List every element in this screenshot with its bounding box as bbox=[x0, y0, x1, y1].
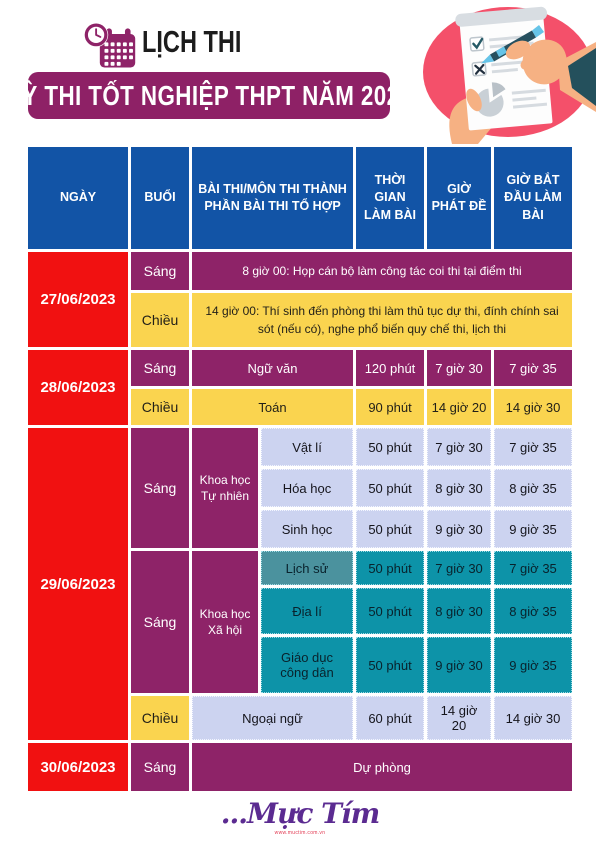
row-28-06-afternoon: Chiều Toán 90 phút 14 giờ 20 14 giờ 30 bbox=[28, 389, 572, 425]
note-cell-reserve: Dự phòng bbox=[192, 743, 572, 791]
date-cell-29-06: 29/06/2023 bbox=[28, 428, 128, 740]
exam-checklist-pen-illustration bbox=[423, 6, 596, 144]
start-time-cell: 7 giờ 35 bbox=[494, 428, 572, 466]
duration-cell: 50 phút bbox=[356, 469, 424, 507]
row-29-06-physics: 29/06/2023 Sáng Khoa học Tự nhiên Vật lí… bbox=[28, 428, 572, 740]
duration-cell: 50 phút bbox=[356, 551, 424, 585]
handout-time-cell: 9 giờ 30 bbox=[427, 637, 491, 693]
subject-cell-physics: Vật lí bbox=[261, 428, 353, 466]
note-cell-procedures: 14 giờ 00: Thí sinh đến phòng thi làm th… bbox=[192, 293, 572, 347]
date-cell-30-06: 30/06/2023 bbox=[28, 743, 128, 791]
subject-cell-civics: Giáo dục công dân bbox=[261, 637, 353, 693]
muctim-logo: ...Mực Tím bbox=[220, 797, 381, 830]
subject-cell-chemistry: Hóa học bbox=[261, 469, 353, 507]
header-cell-session: BUỔI bbox=[131, 147, 189, 249]
start-time-cell: 14 giờ 30 bbox=[494, 696, 572, 740]
duration-cell: 50 phút bbox=[356, 588, 424, 634]
duration-cell: 90 phút bbox=[356, 389, 424, 425]
start-time-cell: 8 giờ 35 bbox=[494, 469, 572, 507]
exam-group-cell-natural-sciences: Khoa học Tự nhiên bbox=[192, 428, 258, 548]
start-time-cell: 14 giờ 30 bbox=[494, 389, 572, 425]
handout-time-cell: 7 giờ 30 bbox=[427, 350, 491, 386]
duration-cell: 120 phút bbox=[356, 350, 424, 386]
subject-cell-foreign-language: Ngoại ngữ bbox=[192, 696, 353, 740]
date-cell-27-06: 27/06/2023 bbox=[28, 252, 128, 347]
date-cell-28-06: 28/06/2023 bbox=[28, 350, 128, 425]
calendar-clock-icon bbox=[84, 22, 136, 68]
duration-cell: 50 phút bbox=[356, 428, 424, 466]
exam-year-banner: KỲ THI TỐT NGHIỆP THPT NĂM 2023 bbox=[6, 72, 412, 119]
table-header-row: NGÀY BUỔI BÀI THI/MÔN THI THÀNH PHẦN BÀI… bbox=[28, 147, 572, 249]
subject-cell-geography: Địa lí bbox=[261, 588, 353, 634]
session-cell-afternoon: Chiều bbox=[131, 293, 189, 347]
handout-time-cell: 14 giờ 20 bbox=[427, 389, 491, 425]
start-time-cell: 9 giờ 35 bbox=[494, 510, 572, 548]
handout-time-cell: 8 giờ 30 bbox=[427, 469, 491, 507]
row-30-06-reserve: 30/06/2023 Sáng Dự phòng bbox=[28, 743, 572, 791]
session-cell-morning: Sáng bbox=[131, 743, 189, 791]
row-29-06-history: Sáng Khoa học Xã hội Lịch sử 50 phút 7 g… bbox=[28, 551, 572, 693]
handout-time-cell: 8 giờ 30 bbox=[427, 588, 491, 634]
header-cell-duration: THỜI GIAN LÀM BÀI bbox=[356, 147, 424, 249]
row-29-06-civics: Giáo dục công dân 50 phút 9 giờ 30 9 giờ… bbox=[28, 637, 572, 693]
row-29-06-biology: Sinh học 50 phút 9 giờ 30 9 giờ 35 bbox=[28, 510, 572, 548]
row-29-06-geography: Địa lí 50 phút 8 giờ 30 8 giờ 35 bbox=[28, 588, 572, 634]
start-time-cell: 7 giờ 35 bbox=[494, 551, 572, 585]
session-cell-morning: Sáng bbox=[131, 252, 189, 290]
session-cell-afternoon: Chiều bbox=[131, 696, 189, 740]
handout-time-cell: 7 giờ 30 bbox=[427, 551, 491, 585]
header-cell-handout: GIỜ PHÁT ĐỀ bbox=[427, 147, 491, 249]
row-28-06-morning: 28/06/2023 Sáng Ngữ văn 120 phút 7 giờ 3… bbox=[28, 350, 572, 425]
handout-time-cell: 7 giờ 30 bbox=[427, 428, 491, 466]
duration-cell: 60 phút bbox=[356, 696, 424, 740]
session-cell-morning: Sáng bbox=[131, 551, 189, 693]
session-cell-afternoon: Chiều bbox=[131, 389, 189, 425]
row-29-06-foreign-language: Chiều Ngoại ngữ 60 phút 14 giờ 20 14 giờ… bbox=[28, 696, 572, 740]
header-cell-start: GIỜ BẮT ĐẦU LÀM BÀI bbox=[494, 147, 572, 249]
header-cell-date: NGÀY bbox=[28, 147, 128, 249]
duration-cell: 50 phút bbox=[356, 510, 424, 548]
handout-time-cell: 14 giờ 20 bbox=[427, 696, 491, 740]
website-url: www.muctim.com.vn bbox=[274, 829, 326, 836]
start-time-cell: 9 giờ 35 bbox=[494, 637, 572, 693]
row-29-06-chemistry: Hóa học 50 phút 8 giờ 30 8 giờ 35 bbox=[28, 469, 572, 507]
exam-group-cell-social-sciences: Khoa học Xã hội bbox=[192, 551, 258, 693]
subject-cell-biology: Sinh học bbox=[261, 510, 353, 548]
note-cell-meeting: 8 giờ 00: Họp cán bộ làm công tác coi th… bbox=[192, 252, 572, 290]
handout-time-cell: 9 giờ 30 bbox=[427, 510, 491, 548]
subject-cell-math: Toán bbox=[192, 389, 353, 425]
start-time-cell: 8 giờ 35 bbox=[494, 588, 572, 634]
start-time-cell: 7 giờ 35 bbox=[494, 350, 572, 386]
banner-text: KỲ THI TỐT NGHIỆP THPT NĂM 2023 bbox=[5, 79, 413, 111]
exam-schedule-table: NGÀY BUỔI BÀI THI/MÔN THI THÀNH PHẦN BÀI… bbox=[25, 144, 575, 794]
page-title: LỊCH THI bbox=[142, 24, 242, 59]
session-cell-morning: Sáng bbox=[131, 428, 189, 548]
row-27-06-afternoon: Chiều 14 giờ 00: Thí sinh đến phòng thi … bbox=[28, 293, 572, 347]
footer: ...Mực Tím www.muctim.com.vn bbox=[0, 797, 600, 836]
header-cell-subject: BÀI THI/MÔN THI THÀNH PHẦN BÀI THI TỔ HỢ… bbox=[192, 147, 353, 249]
subject-cell-history: Lịch sử bbox=[261, 551, 353, 585]
duration-cell: 50 phút bbox=[356, 637, 424, 693]
subject-cell-literature: Ngữ văn bbox=[192, 350, 353, 386]
row-27-06-morning: 27/06/2023 Sáng 8 giờ 00: Họp cán bộ làm… bbox=[28, 252, 572, 347]
session-cell-morning: Sáng bbox=[131, 350, 189, 386]
